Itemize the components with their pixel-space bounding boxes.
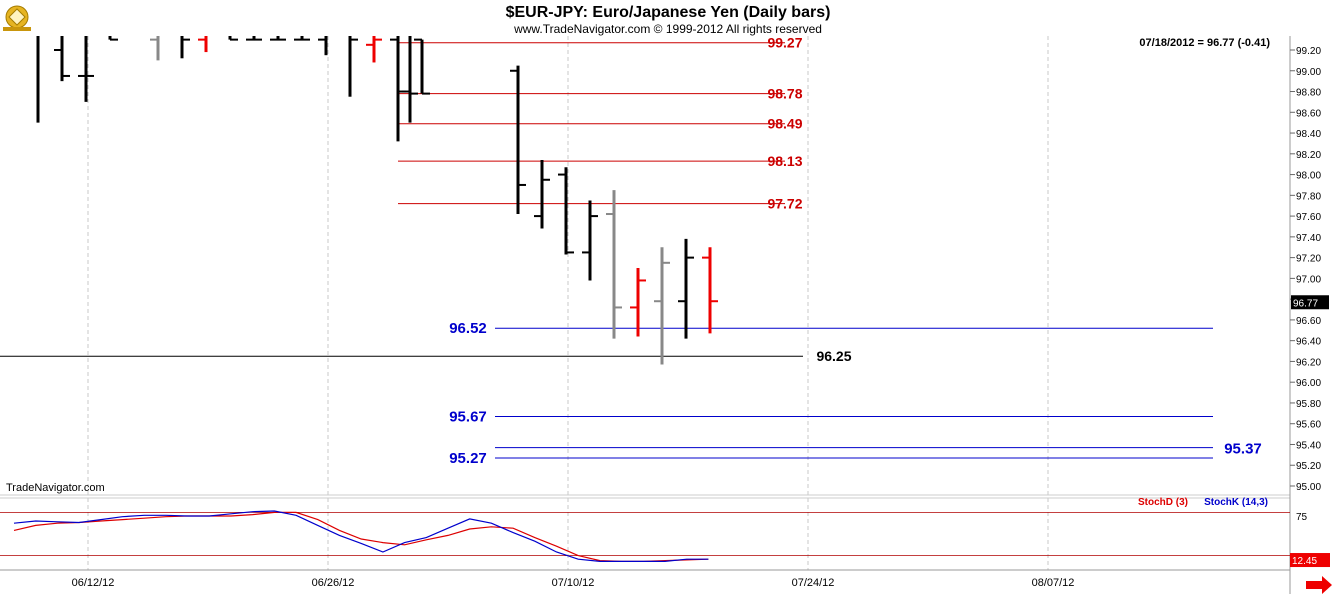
- chart-title: $EUR-JPY: Euro/Japanese Yen (Daily bars): [506, 4, 831, 21]
- price-tick-label: 96.20: [1296, 357, 1321, 368]
- level-label: 98.49: [767, 116, 802, 132]
- price-tick-label: 97.60: [1296, 212, 1321, 223]
- price-tick-label: 95.40: [1296, 440, 1321, 451]
- price-tick-label: 96.60: [1296, 316, 1321, 327]
- chart-subtitle: www.TradeNavigator.com © 1999-2012 All r…: [513, 22, 822, 36]
- stoch-value-label: 12.45: [1292, 556, 1317, 567]
- level-label: 95.27: [449, 450, 487, 467]
- stoch-series-line: [13, 511, 709, 563]
- last-price-box: [1291, 295, 1329, 310]
- price-tick-label: 95.20: [1296, 461, 1321, 472]
- date-tick-label: 06/12/12: [72, 577, 115, 589]
- date-tick-label: 07/10/12: [552, 577, 595, 589]
- price-tick-label: 97.80: [1296, 191, 1321, 202]
- level-label: 98.78: [767, 86, 802, 102]
- date-axis: 06/12/12 06/26/12 07/10/12 07/24/12 08/07/12: [72, 577, 1075, 589]
- stoch-tick-label: 75: [1296, 512, 1308, 523]
- level-label: 99.27: [767, 35, 802, 51]
- price-tick-label: 97.20: [1296, 254, 1321, 265]
- level-label: 95.37: [1224, 441, 1262, 458]
- price-tick-label: 99.20: [1296, 46, 1321, 57]
- watermark-text: TradeNavigator.com: [6, 482, 105, 494]
- price-tick-label: 97.00: [1296, 274, 1321, 285]
- date-tick-label: 07/24/12: [792, 577, 835, 589]
- level-label: 96.25: [816, 348, 851, 364]
- price-tick-label: 98.00: [1296, 171, 1321, 182]
- price-tick-label: 96.00: [1296, 378, 1321, 389]
- tradenavigator-logo-icon: [3, 5, 31, 31]
- price-tick-label: 99.00: [1296, 67, 1321, 78]
- grid-lines: [87, 36, 1049, 570]
- price-tick-label: 95.60: [1296, 420, 1321, 431]
- price-tick-label: 95.80: [1296, 399, 1321, 410]
- price-tick-label: 98.40: [1296, 129, 1321, 140]
- stochastic-panel: 75 StochD (3) StochK (14,3) 12.45: [0, 497, 1330, 568]
- price-tick-label: 98.20: [1296, 150, 1321, 161]
- price-tick-label: 97.40: [1296, 233, 1321, 244]
- date-tick-label: 06/26/12: [312, 577, 355, 589]
- level-label: 98.13: [767, 153, 802, 169]
- level-label: 95.67: [449, 408, 487, 425]
- scroll-right-arrow-icon[interactable]: [1306, 576, 1332, 594]
- level-label: 97.72: [767, 196, 802, 212]
- price-tick-label: 98.80: [1296, 88, 1321, 99]
- level-label: 96.52: [449, 320, 487, 337]
- stoch-series-line: [13, 510, 709, 563]
- date-tick-label: 08/07/12: [1032, 577, 1075, 589]
- level-lines: 99.27 98.78 98.49 98.13 97.72 96.52 96.25 95.67…: [0, 35, 1262, 467]
- quote-readout: 07/18/2012 = 96.77 (-0.41): [1139, 37, 1270, 49]
- last-price-label: 96.77: [1293, 298, 1318, 309]
- price-tick-label: 96.40: [1296, 337, 1321, 348]
- stoch-value-box: [1290, 553, 1330, 568]
- stoch-legend-d: StochD (3): [1138, 497, 1188, 508]
- price-tick-label: 98.60: [1296, 108, 1321, 119]
- price-axis: 99.20 99.00 98.80 98.60 98.40 98.20 98.00 97.80…: [1290, 46, 1329, 493]
- stoch-legend-k: StochK (14,3): [1204, 497, 1268, 508]
- price-tick-label: 95.00: [1296, 482, 1321, 493]
- ohlc-bars: [36, 36, 718, 365]
